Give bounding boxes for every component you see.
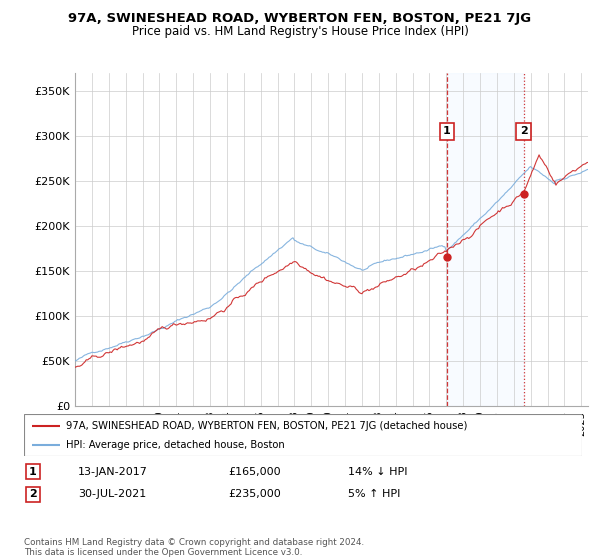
Text: Contains HM Land Registry data © Crown copyright and database right 2024.
This d: Contains HM Land Registry data © Crown c… — [24, 538, 364, 557]
Bar — [447, 73, 524, 406]
Text: £235,000: £235,000 — [228, 489, 281, 500]
Text: 97A, SWINESHEAD ROAD, WYBERTON FEN, BOSTON, PE21 7JG (detached house): 97A, SWINESHEAD ROAD, WYBERTON FEN, BOST… — [66, 421, 467, 431]
Text: 1: 1 — [443, 127, 451, 136]
Text: 97A, SWINESHEAD ROAD, WYBERTON FEN, BOSTON, PE21 7JG: 97A, SWINESHEAD ROAD, WYBERTON FEN, BOST… — [68, 12, 532, 25]
Text: 13-JAN-2017: 13-JAN-2017 — [78, 466, 148, 477]
Text: Price paid vs. HM Land Registry's House Price Index (HPI): Price paid vs. HM Land Registry's House … — [131, 25, 469, 38]
Text: 30-JUL-2021: 30-JUL-2021 — [78, 489, 146, 500]
Text: 2: 2 — [520, 127, 527, 136]
Text: 1: 1 — [29, 466, 37, 477]
Text: 14% ↓ HPI: 14% ↓ HPI — [348, 466, 407, 477]
Text: 5% ↑ HPI: 5% ↑ HPI — [348, 489, 400, 500]
Text: 2: 2 — [29, 489, 37, 500]
Text: HPI: Average price, detached house, Boston: HPI: Average price, detached house, Bost… — [66, 440, 284, 450]
Text: £165,000: £165,000 — [228, 466, 281, 477]
